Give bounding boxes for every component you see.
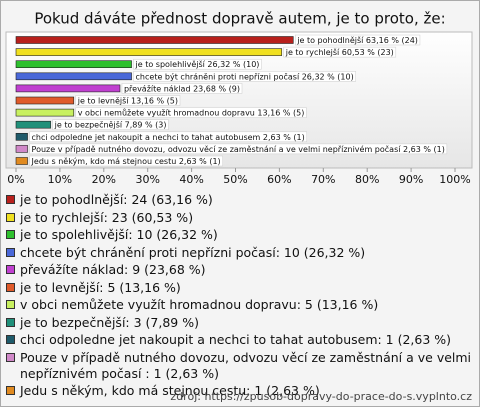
bar-label-bg: [75, 107, 307, 118]
bar-label: Jedu s někým, kdo má stejnou cestu 2,63 …: [31, 157, 221, 166]
legend: je to pohodlnější: 24 (63,16 %) je to ryc…: [6, 192, 472, 401]
legend-swatch: [6, 265, 15, 274]
legend-label: Pouze v případě nutného dovozu, odvozu v…: [20, 349, 472, 381]
legend-entry: převážíte náklad: 9 (23,68 %): [6, 262, 472, 278]
legend-entry: chcete být chránění proti nepřízni počas…: [6, 245, 472, 261]
bar: [15, 48, 283, 56]
bar: [15, 145, 28, 153]
legend-label: je to spolehlivější: 10 (26,32 %): [20, 227, 218, 242]
bar-label: je to bezpečnější 7,89 % (3): [54, 120, 167, 130]
legend-swatch: [6, 352, 15, 362]
x-tick-label: 30%: [135, 173, 159, 186]
legend-label: Jedu s někým, kdo má stejnou cestu: 1 (2…: [20, 383, 320, 398]
bar-label: je to pohodlnější 63,16 % (24): [296, 35, 418, 45]
x-tick-label: 90%: [399, 173, 423, 186]
legend-label: je to levnější: 5 (13,16 %): [20, 279, 181, 295]
legend-entry: je to pohodlnější: 24 (63,16 %): [6, 192, 472, 208]
legend-label: převážíte náklad: 9 (23,68 %): [20, 262, 206, 277]
legend-swatch: [6, 247, 15, 257]
bar-label-bg: [75, 95, 181, 106]
bar-label: je to levnější 13,16 % (5): [77, 96, 178, 106]
x-tick-label: 100%: [439, 173, 470, 186]
bar-label-bg: [52, 119, 169, 130]
bar: [15, 72, 132, 81]
legend-swatch: [6, 317, 15, 327]
bar-label-bg: [29, 131, 307, 143]
legend-entry: je to bezpečnější: 3 (7,89 %): [6, 315, 472, 331]
source: zdroj: https://zpusob-dopravy-do-prace-d…: [170, 390, 472, 403]
legend-label: je to bezpečnější: 3 (7,89 %): [20, 314, 199, 330]
legend-label: chci odpoledne jet nakoupit a nechci to …: [20, 332, 452, 347]
legend-entry: Pouze v případě nutného dovozu, odvozu v…: [6, 350, 472, 382]
legend-swatch: [6, 230, 15, 239]
legend-swatch: [6, 195, 15, 204]
legend-swatch: [6, 300, 15, 309]
legend-label: je to rychlejší: 23 (60,53 %): [20, 209, 194, 225]
legend-entry: je to levnější: 5 (13,16 %): [6, 280, 472, 296]
legend-label: chcete být chránění proti nepřízni počas…: [20, 244, 366, 260]
x-tick-label: 10%: [48, 173, 72, 186]
x-tick-label: 70%: [311, 173, 335, 186]
legend-label: je to pohodlnější: 24 (63,16 %): [20, 192, 213, 207]
bar-label-bg: [133, 71, 356, 82]
x-tick-label: 20%: [92, 173, 116, 186]
bar: [15, 36, 294, 44]
bar-label: chcete být chráněni proti nepřízni počas…: [136, 71, 354, 81]
bar-label: Pouze v případě nutného dovozu, odvozu v…: [32, 144, 445, 154]
bar: [15, 84, 121, 93]
legend-entry: chci odpoledne jet nakoupit a nechci to …: [6, 332, 472, 348]
x-tick-label: 40%: [179, 173, 203, 186]
bar: [15, 108, 75, 117]
legend-swatch: [6, 335, 15, 344]
legend-entry: je to rychlejší: 23 (60,53 %): [6, 210, 472, 226]
legend-entry: je to spolehlivější: 10 (26,32 %): [6, 227, 472, 243]
bar-label: je to spolehlivější 26,32 % (10): [135, 59, 260, 69]
bar-label: chci odpoledne jet nakoupit a nechci to …: [32, 133, 305, 142]
x-tick-label: 0%: [7, 173, 24, 186]
bar-label-bg: [133, 58, 262, 70]
chart-title: Pokud dáváte přednost dopravě autem, je …: [34, 10, 445, 28]
x-tick-label: 80%: [355, 173, 379, 186]
bar-label-bg: [29, 155, 223, 167]
bar: [15, 96, 75, 105]
legend-label: v obci nemůžete využít hromadnou dopravu…: [20, 297, 379, 312]
bar-label-bg: [283, 46, 397, 58]
legend-swatch: [6, 386, 15, 395]
bar: [15, 60, 132, 69]
bar-label-bg: [295, 34, 421, 46]
legend-entry: v obci nemůžete využít hromadnou dopravu…: [6, 297, 472, 313]
bar-label-bg: [121, 83, 243, 94]
x-tick-label: 60%: [267, 173, 291, 186]
bar-label: v obci nemůžete využít hromadnou dopravu…: [78, 108, 305, 118]
legend-swatch: [6, 212, 15, 222]
bar-label-bg: [29, 143, 448, 155]
legend-entry: Jedu s někým, kdo má stejnou cestu: 1 (2…: [6, 383, 472, 399]
bar: [15, 120, 51, 129]
bar-label: převážíte náklad 23,68 % (9): [124, 84, 240, 93]
bar-label: je to rychlejší 60,53 % (23): [285, 47, 394, 57]
legend-swatch: [6, 282, 15, 292]
bar: [15, 157, 28, 165]
x-tick-label: 50%: [223, 173, 247, 186]
bar: [15, 133, 28, 141]
